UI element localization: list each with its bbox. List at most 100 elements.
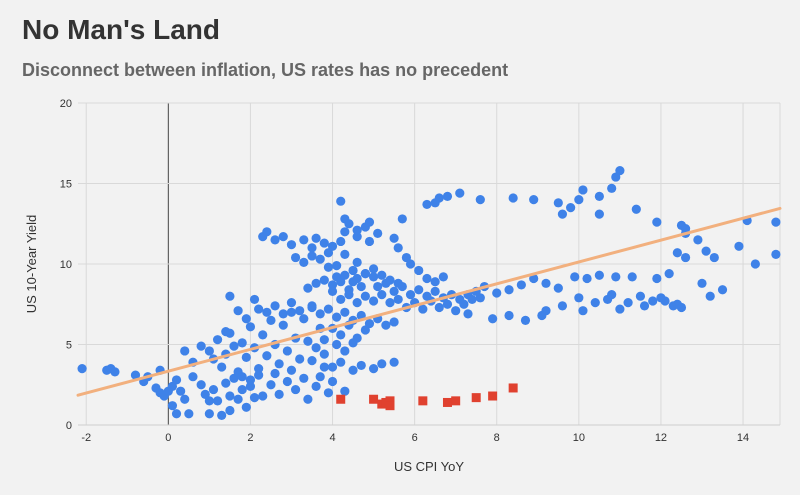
historical-point [278,320,288,330]
historical-point [282,346,292,356]
historical-point [332,339,342,350]
historical-point [377,359,387,369]
historical-point [340,346,350,356]
historical-point [336,330,346,340]
historical-point [377,289,387,300]
historical-point [180,346,190,356]
historical-point [270,235,280,245]
x-axis-label: US CPI YoY [394,459,464,474]
historical-point [196,380,206,390]
historical-point [463,309,473,319]
historical-point [570,272,580,282]
historical-point [237,338,247,348]
historical-point [529,273,539,284]
historical-point [635,291,646,301]
historical-point [389,286,399,296]
historical-point [336,357,346,367]
historical-point [249,393,260,403]
historical-point [360,269,370,279]
historical-point [167,401,178,411]
historical-point [537,310,547,321]
historical-point [364,236,375,247]
y-tick-label: 15 [60,179,72,191]
historical-point [771,249,781,259]
historical-point [315,372,325,382]
historical-point [393,243,403,253]
historical-point [418,304,428,314]
historical-point [299,373,309,383]
x-tick-label: 14 [737,432,749,444]
historical-point [368,264,379,274]
historical-point [241,352,251,362]
historical-point [672,248,682,258]
historical-point [323,388,334,398]
historical-point [750,259,760,269]
historical-point [475,195,485,205]
historical-point [467,294,477,305]
historical-point [627,272,637,282]
historical-point [332,261,342,271]
historical-point [594,191,604,201]
historical-point [442,191,453,201]
historical-point [221,378,231,388]
historical-point [389,233,399,243]
historical-point [336,196,346,206]
historical-point [130,370,141,380]
historical-point [356,281,366,292]
historical-point [451,306,461,316]
historical-point [303,394,313,404]
historical-point [176,386,186,396]
historical-point [290,252,301,263]
historical-point [455,188,465,198]
historical-point [615,304,625,314]
historical-point [307,251,317,261]
historical-point [340,249,350,259]
y-tick-label: 20 [60,98,72,110]
historical-point [249,294,260,305]
historical-point [631,204,641,214]
historical-point [557,209,568,219]
recent-point [508,383,518,393]
historical-point [171,375,182,385]
historical-point [212,396,223,406]
historical-point [340,307,350,317]
historical-point [434,302,444,313]
historical-point [377,270,387,280]
historical-point [414,265,424,276]
historical-point [286,240,297,250]
historical-point [266,315,276,325]
y-tick-label: 10 [60,259,72,271]
historical-point [492,288,502,298]
historical-point [368,364,379,374]
historical-point [319,349,329,359]
historical-point [278,232,288,242]
chart-title: No Man's Land [22,14,220,45]
historical-point [553,283,563,293]
historical-point [262,227,272,237]
historical-point [660,296,670,306]
historical-point [311,381,321,391]
y-tick-label: 5 [66,340,72,352]
historical-point [233,306,243,316]
y-axis-label: US 10-Year Yield [24,215,39,314]
historical-point [553,198,563,208]
historical-point [319,362,329,372]
x-tick-label: 4 [329,432,335,444]
x-tick-label: 6 [412,432,418,444]
historical-point [245,322,256,332]
historical-point [529,195,539,205]
historical-point [327,280,338,290]
historical-point [364,217,375,227]
historical-point [295,306,305,316]
historical-point [327,362,338,372]
historical-point [208,384,219,395]
historical-point [307,301,317,311]
historical-point [270,368,280,379]
historical-point [315,254,325,264]
x-axis-ticks: -2 0 2 4 6 8 10 12 14 [81,432,749,444]
historical-point [319,275,329,285]
historical-point [368,272,379,282]
historical-point [356,360,366,371]
historical-point [623,298,633,308]
historical-point [348,338,358,348]
